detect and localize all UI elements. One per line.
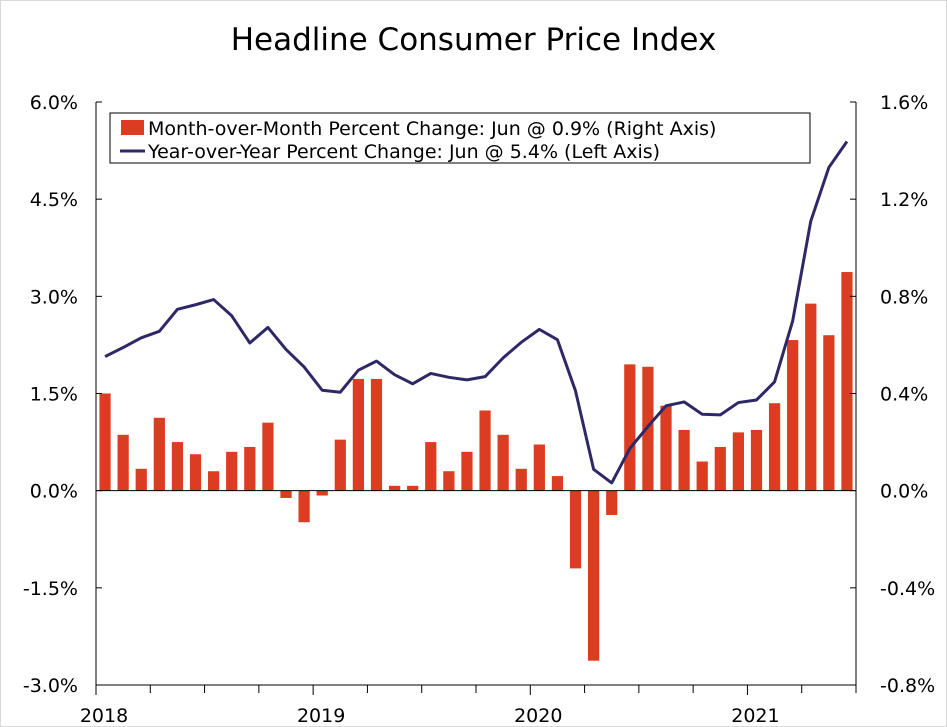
mom-bar bbox=[768, 403, 781, 491]
mom-bar bbox=[750, 429, 763, 491]
mom-bar bbox=[244, 446, 256, 491]
right-tick-label: 0.0% bbox=[880, 481, 928, 503]
mom-bar bbox=[334, 439, 346, 491]
legend-box bbox=[109, 112, 811, 164]
mom-bar bbox=[732, 432, 744, 491]
legend-line-label: Year-over-Year Percent Change: Jun @ 5.4… bbox=[147, 141, 660, 163]
mom-bar bbox=[262, 422, 274, 491]
mom-bar bbox=[787, 340, 799, 491]
x-tick-label: 2018 bbox=[80, 705, 128, 727]
mom-bar bbox=[316, 490, 328, 496]
mom-bar bbox=[805, 303, 817, 491]
left-tick-label: 6.0% bbox=[30, 92, 78, 114]
mom-bar bbox=[606, 490, 618, 515]
mom-bar bbox=[388, 485, 401, 491]
mom-bar bbox=[117, 434, 129, 491]
mom-bar bbox=[588, 490, 600, 661]
legend-bar-swatch bbox=[121, 120, 144, 135]
tick-labels: -3.0% -1.5% 0.0% 1.5% 3.0% 4.5% 6.0% -0.8% -0.4%… bbox=[23, 92, 935, 727]
mom-bar bbox=[551, 476, 564, 491]
legend-bar-label: Month-over-Month Percent Change: Jun @ 0… bbox=[148, 118, 716, 140]
right-tick-label: 0.8% bbox=[880, 286, 928, 308]
mom-bar bbox=[823, 335, 835, 491]
mom-bar bbox=[696, 461, 708, 491]
mom-bar bbox=[660, 405, 672, 491]
mom-bar bbox=[226, 451, 238, 491]
mom-bar bbox=[171, 442, 184, 491]
chart-title: Headline Consumer Price Index bbox=[230, 22, 717, 58]
left-tick-label: 1.5% bbox=[30, 384, 78, 406]
left-tick-label: 3.0% bbox=[30, 286, 78, 308]
right-tick-label: -0.8% bbox=[880, 675, 935, 697]
x-tick-label: 2019 bbox=[297, 705, 345, 727]
mom-bar bbox=[443, 471, 455, 491]
mom-bar bbox=[189, 454, 202, 491]
left-tick-label: 0.0% bbox=[30, 481, 78, 503]
mom-bar bbox=[208, 471, 220, 491]
mom-bars bbox=[99, 272, 853, 661]
x-tick-label: 2021 bbox=[731, 705, 779, 727]
yoy-line bbox=[104, 140, 849, 485]
left-tick-label: 4.5% bbox=[30, 189, 78, 211]
mom-bar bbox=[99, 393, 111, 491]
x-tick-label: 2020 bbox=[514, 705, 562, 727]
right-tick-label: -0.4% bbox=[880, 578, 935, 600]
legend: Month-over-Month Percent Change: Jun @ 0… bbox=[109, 112, 811, 164]
left-tick-label: -3.0% bbox=[23, 675, 78, 697]
mom-bar bbox=[714, 446, 726, 491]
mom-bar bbox=[352, 378, 364, 491]
mom-bar bbox=[841, 272, 853, 491]
mom-bar bbox=[280, 490, 292, 498]
mom-bar bbox=[678, 429, 690, 491]
mom-bar bbox=[425, 442, 437, 491]
mom-bar bbox=[479, 410, 491, 491]
mom-bar bbox=[461, 451, 473, 491]
axes bbox=[95, 102, 857, 686]
mom-bar bbox=[624, 364, 636, 491]
mom-bar bbox=[569, 490, 582, 569]
mom-bar bbox=[298, 490, 310, 523]
mom-bar bbox=[153, 417, 165, 491]
mom-bar bbox=[497, 434, 509, 491]
right-tick-label: 1.2% bbox=[880, 189, 928, 211]
mom-bar bbox=[135, 468, 147, 491]
left-tick-label: -1.5% bbox=[23, 578, 78, 600]
right-tick-label: 0.4% bbox=[880, 384, 928, 406]
mom-bar bbox=[515, 468, 527, 491]
mom-bar bbox=[407, 485, 419, 491]
mom-bar bbox=[533, 444, 545, 491]
mom-bar bbox=[370, 378, 383, 491]
right-tick-label: 1.6% bbox=[880, 92, 928, 114]
